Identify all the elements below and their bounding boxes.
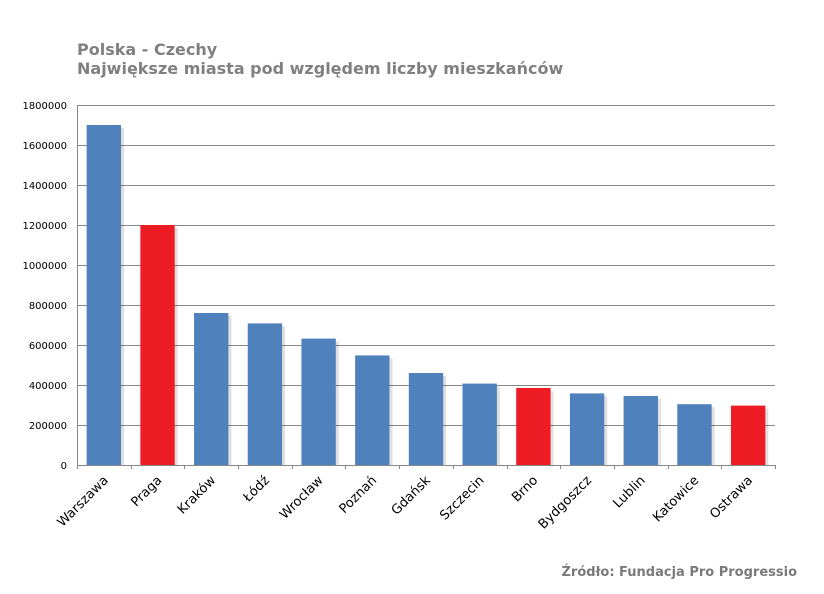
bar — [516, 388, 551, 465]
x-tick-label: Łódź — [240, 473, 273, 506]
y-tick-label: 1000000 — [22, 261, 67, 272]
bars — [86, 125, 769, 465]
x-tick-label: Praga — [128, 473, 165, 510]
chart-title-block: Polska - Czechy Największe miasta pod wz… — [77, 40, 563, 78]
x-tick-label: Katowice — [650, 473, 702, 525]
y-tick-label: 1800000 — [22, 101, 67, 112]
bar — [623, 396, 658, 465]
y-tick-label: 600000 — [29, 341, 67, 352]
chart-subtitle: Największe miasta pod względem liczby mi… — [77, 59, 564, 78]
bar — [677, 404, 712, 465]
y-tick-label: 1200000 — [22, 221, 67, 232]
bar — [86, 125, 122, 465]
y-tick-label: 0 — [61, 461, 67, 472]
bar — [140, 225, 175, 465]
bar — [408, 373, 444, 465]
source-note: Źródło: Fundacja Pro Progressio — [561, 565, 798, 580]
y-tick-label: 400000 — [29, 381, 67, 392]
x-tick-label: Szczecin — [437, 473, 487, 523]
y-tick-label: 1600000 — [22, 141, 67, 152]
y-tick-labels: 0 200000 400000 600000 800000 1000000 1200000 1… — [22, 101, 67, 472]
y-tick-label: 1400000 — [22, 181, 67, 192]
chart-title: Polska - Czechy — [77, 40, 218, 59]
x-tick-label: Lublin — [610, 473, 648, 511]
x-tick-label: Bydgoszcz — [536, 473, 595, 532]
x-tick-label: Brno — [509, 473, 541, 505]
gridlines — [77, 105, 775, 426]
x-tick-label: Warszawa — [55, 473, 112, 530]
x-tick-label: Gdańsk — [389, 473, 434, 518]
bar — [194, 313, 229, 465]
x-category-labels: Warszawa Praga Kraków Łódź Wrocław Poznań Gdań… — [55, 473, 756, 532]
x-tick-label: Wrocław — [277, 473, 327, 523]
bar — [730, 405, 766, 465]
y-tick-label: 200000 — [29, 421, 67, 432]
bar — [569, 393, 605, 465]
x-tick-label: Kraków — [175, 473, 219, 517]
x-tick-label: Poznań — [337, 473, 381, 517]
bar — [301, 338, 336, 465]
bar — [247, 323, 283, 465]
y-tick-label: 800000 — [29, 301, 67, 312]
bar — [355, 355, 390, 465]
bar — [462, 383, 497, 465]
axes — [77, 105, 776, 469]
x-tick-label: Ostrawa — [707, 473, 756, 522]
